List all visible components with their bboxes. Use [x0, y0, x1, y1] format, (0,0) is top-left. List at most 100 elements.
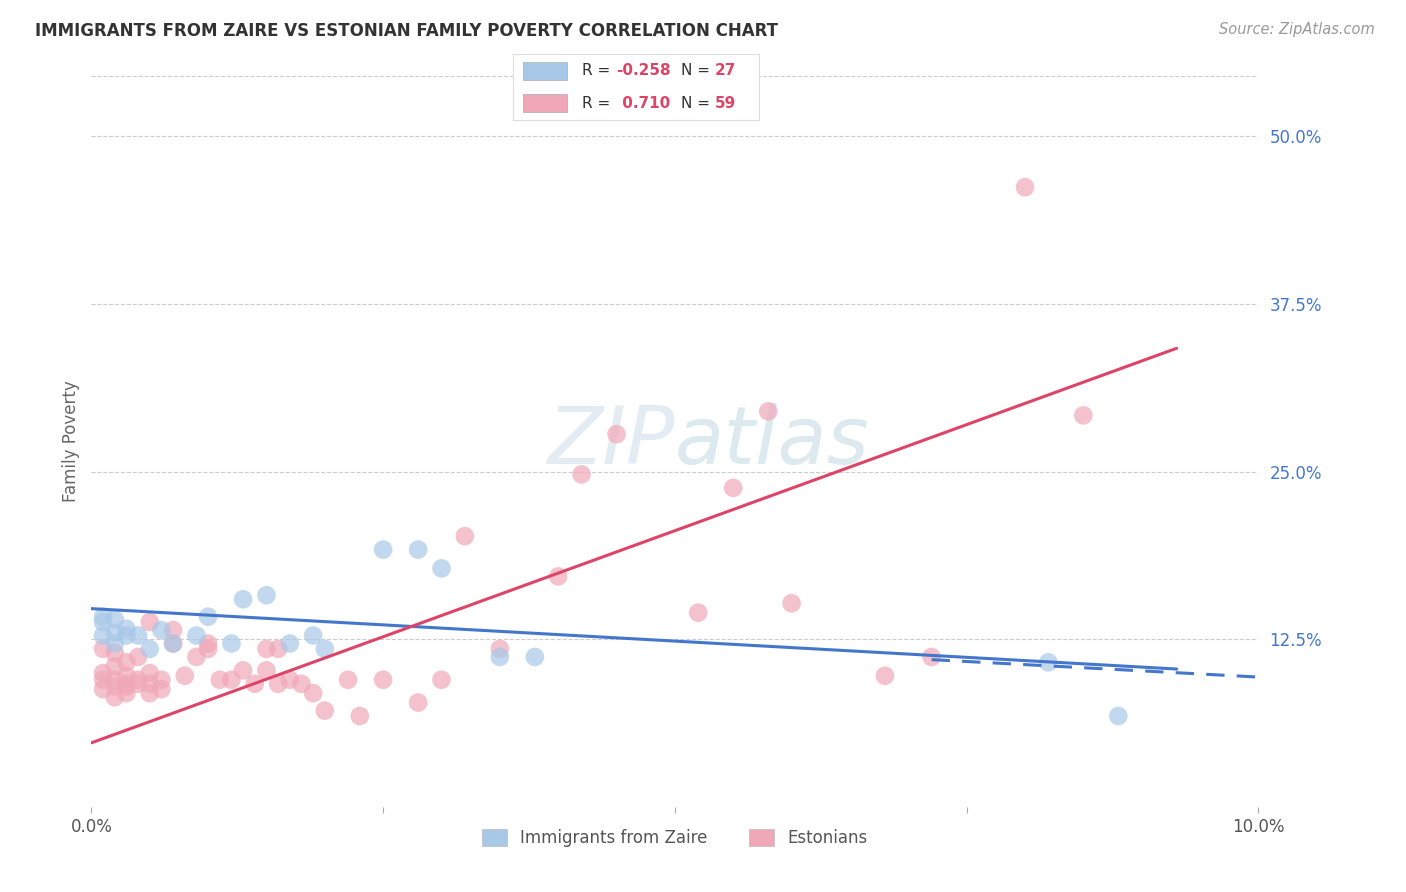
Point	[454, 529, 477, 543]
Text: R =: R =	[582, 95, 616, 111]
Point	[571, 467, 593, 482]
Point	[267, 677, 290, 691]
Point	[489, 641, 512, 656]
Point	[138, 615, 162, 629]
Text: 0.710: 0.710	[616, 95, 669, 111]
Point	[104, 646, 127, 660]
Point	[243, 677, 266, 691]
Point	[221, 673, 243, 687]
Point	[523, 649, 546, 664]
Point	[254, 664, 277, 678]
Text: Source: ZipAtlas.com: Source: ZipAtlas.com	[1219, 22, 1375, 37]
Point	[197, 641, 219, 656]
Point	[91, 628, 114, 642]
Point	[232, 592, 254, 607]
Point	[873, 669, 896, 683]
Text: IMMIGRANTS FROM ZAIRE VS ESTONIAN FAMILY POVERTY CORRELATION CHART: IMMIGRANTS FROM ZAIRE VS ESTONIAN FAMILY…	[35, 22, 778, 40]
Point	[349, 709, 371, 723]
Point	[115, 622, 138, 636]
Point	[138, 677, 162, 691]
Point	[756, 404, 779, 418]
Point	[91, 609, 114, 624]
Point	[91, 666, 114, 681]
Text: ZIP: ZIP	[547, 402, 675, 481]
Point	[221, 636, 243, 650]
Point	[115, 628, 138, 642]
Point	[254, 588, 277, 602]
Point	[1073, 409, 1095, 423]
Point	[104, 680, 127, 694]
Point	[150, 623, 173, 637]
Point	[104, 673, 127, 687]
Point	[1107, 709, 1129, 723]
Text: atlas: atlas	[675, 402, 870, 481]
Point	[115, 656, 138, 670]
Point	[138, 641, 162, 656]
Point	[115, 669, 138, 683]
Point	[921, 649, 943, 664]
Text: 27: 27	[716, 63, 737, 78]
Point	[430, 561, 453, 575]
Point	[723, 481, 745, 495]
Point	[1014, 180, 1036, 194]
Point	[91, 682, 114, 697]
Point	[302, 628, 325, 642]
Point	[104, 690, 127, 705]
Point	[290, 677, 312, 691]
Text: 59: 59	[716, 95, 737, 111]
Point	[162, 623, 184, 637]
Point	[186, 649, 208, 664]
Point	[197, 636, 219, 650]
Point	[278, 673, 301, 687]
Point	[278, 636, 301, 650]
Point	[371, 542, 394, 557]
Point	[489, 649, 512, 664]
Point	[337, 673, 360, 687]
Point	[115, 677, 138, 691]
Text: -0.258: -0.258	[616, 63, 671, 78]
Point	[127, 649, 149, 664]
Point	[104, 659, 127, 673]
Point	[254, 641, 277, 656]
Legend: Immigrants from Zaire, Estonians: Immigrants from Zaire, Estonians	[475, 822, 875, 854]
Y-axis label: Family Poverty: Family Poverty	[62, 381, 80, 502]
Point	[127, 673, 149, 687]
Point	[150, 682, 173, 697]
Point	[314, 704, 336, 718]
Point	[302, 686, 325, 700]
Text: R =: R =	[582, 63, 616, 78]
Text: N =: N =	[681, 95, 714, 111]
Point	[127, 628, 149, 642]
Point	[115, 686, 138, 700]
Point	[430, 673, 453, 687]
Point	[186, 628, 208, 642]
Point	[371, 673, 394, 687]
Point	[91, 641, 114, 656]
Point	[162, 636, 184, 650]
Point	[197, 609, 219, 624]
Point	[162, 636, 184, 650]
Point	[150, 673, 173, 687]
Point	[91, 615, 114, 629]
Point	[138, 666, 162, 681]
Point	[406, 696, 429, 710]
Text: N =: N =	[681, 63, 714, 78]
Point	[208, 673, 231, 687]
Point	[605, 427, 627, 442]
Point	[547, 569, 569, 583]
Point	[115, 680, 138, 694]
Point	[780, 596, 803, 610]
FancyBboxPatch shape	[523, 62, 567, 80]
Point	[406, 542, 429, 557]
Point	[688, 606, 710, 620]
Point	[104, 612, 127, 626]
Point	[173, 669, 195, 683]
Point	[314, 641, 336, 656]
Point	[138, 686, 162, 700]
Point	[127, 677, 149, 691]
Point	[232, 664, 254, 678]
Point	[104, 625, 127, 640]
Point	[104, 636, 127, 650]
Point	[1038, 656, 1060, 670]
Point	[91, 673, 114, 687]
